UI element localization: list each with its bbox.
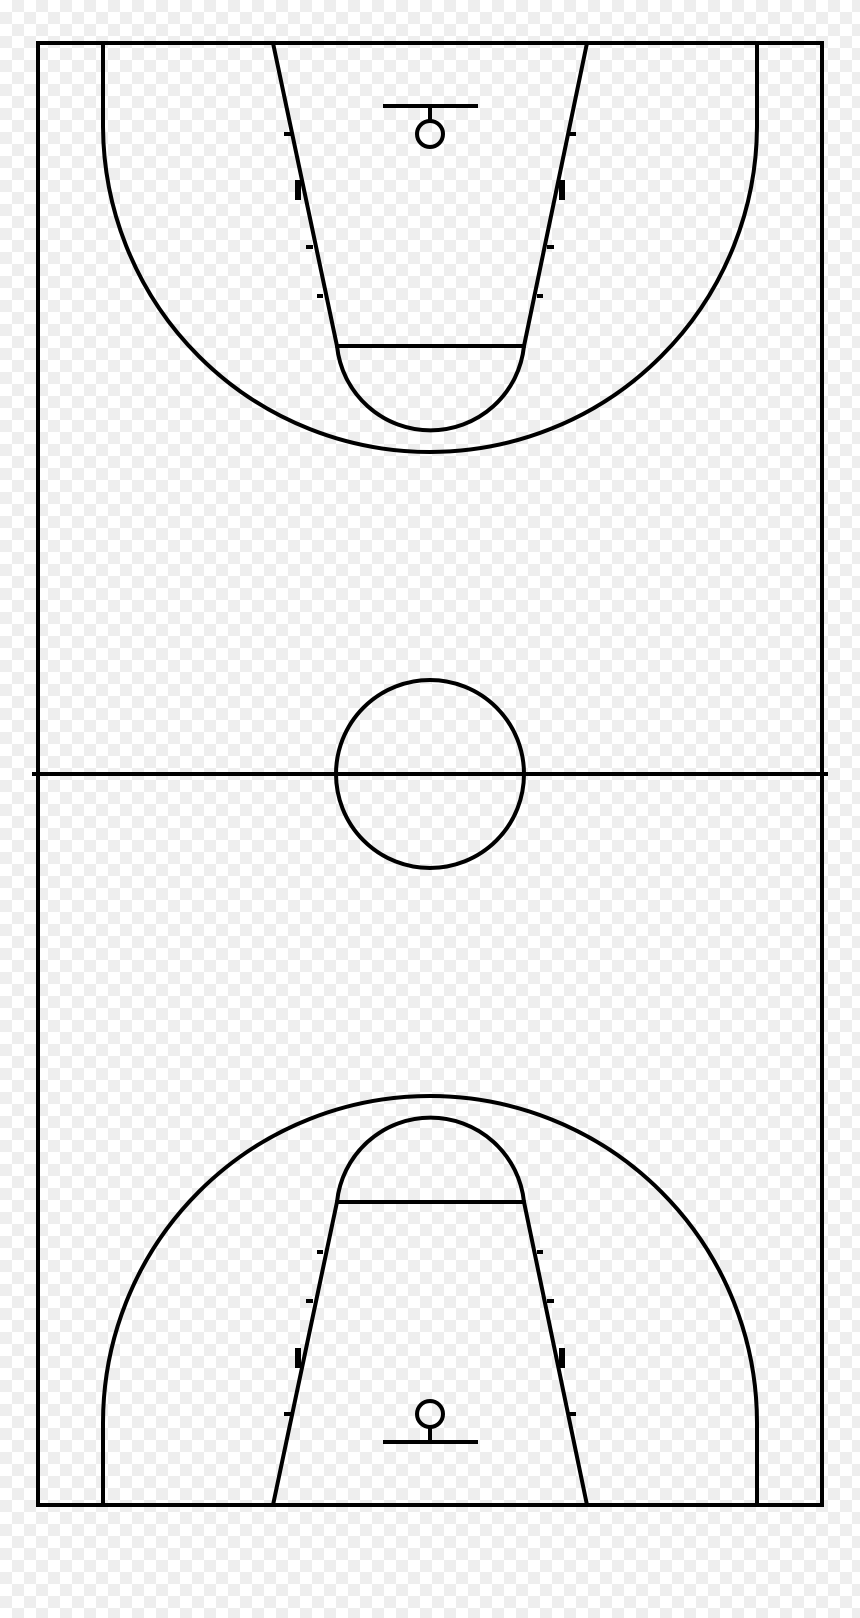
bottom-left-block bbox=[295, 1348, 301, 1368]
bottom-three-point-arc bbox=[101, 1094, 759, 1505]
top-free-throw-circle bbox=[335, 345, 526, 433]
court-lines bbox=[32, 41, 828, 1507]
center-circle bbox=[334, 678, 526, 870]
top-left-block bbox=[295, 180, 301, 200]
top-three-point-arc bbox=[101, 43, 759, 454]
top-lane-hash-marks bbox=[284, 132, 576, 298]
bottom-free-throw-lane bbox=[271, 1200, 589, 1506]
bottom-right-block bbox=[559, 1348, 565, 1368]
bottom-lane-hash-marks bbox=[284, 1250, 576, 1416]
bottom-free-throw-circle bbox=[335, 1115, 526, 1203]
top-free-throw-lane bbox=[271, 42, 589, 348]
top-hoop bbox=[415, 119, 445, 149]
top-right-block bbox=[559, 180, 565, 200]
bottom-hoop bbox=[415, 1399, 445, 1429]
